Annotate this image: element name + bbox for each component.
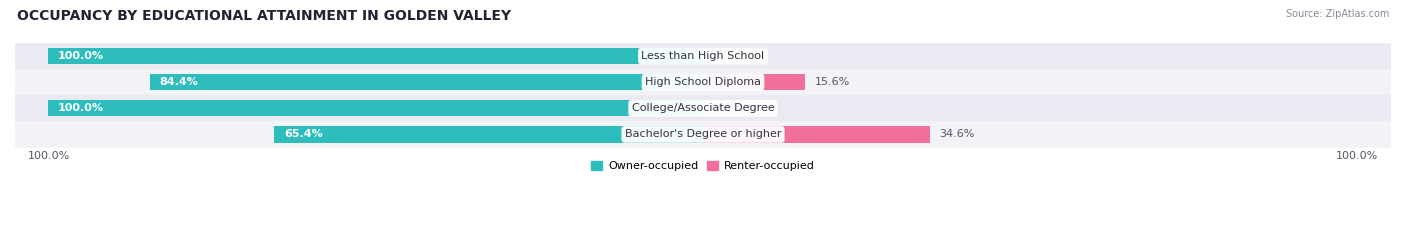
- Bar: [703, 126, 929, 143]
- Legend: Owner-occupied, Renter-occupied: Owner-occupied, Renter-occupied: [586, 156, 820, 175]
- Bar: [15, 69, 1391, 95]
- Bar: [48, 100, 703, 116]
- Text: OCCUPANCY BY EDUCATIONAL ATTAINMENT IN GOLDEN VALLEY: OCCUPANCY BY EDUCATIONAL ATTAINMENT IN G…: [17, 9, 510, 23]
- Bar: [274, 126, 703, 143]
- Text: Source: ZipAtlas.com: Source: ZipAtlas.com: [1285, 9, 1389, 19]
- Bar: [150, 74, 703, 90]
- Text: 34.6%: 34.6%: [939, 130, 974, 139]
- Text: 15.6%: 15.6%: [815, 77, 851, 87]
- Bar: [15, 95, 1391, 121]
- Bar: [15, 43, 1391, 69]
- Text: Bachelor's Degree or higher: Bachelor's Degree or higher: [624, 130, 782, 139]
- Text: College/Associate Degree: College/Associate Degree: [631, 103, 775, 113]
- Text: 0.0%: 0.0%: [713, 103, 741, 113]
- Text: 100.0%: 100.0%: [28, 151, 70, 161]
- Text: 65.4%: 65.4%: [284, 130, 323, 139]
- Text: 0.0%: 0.0%: [713, 51, 741, 61]
- Text: 100.0%: 100.0%: [58, 103, 104, 113]
- Text: 84.4%: 84.4%: [160, 77, 198, 87]
- Bar: [48, 48, 703, 64]
- Text: High School Diploma: High School Diploma: [645, 77, 761, 87]
- Text: 100.0%: 100.0%: [58, 51, 104, 61]
- Bar: [15, 121, 1391, 147]
- Text: Less than High School: Less than High School: [641, 51, 765, 61]
- Text: 100.0%: 100.0%: [1336, 151, 1378, 161]
- Bar: [703, 74, 806, 90]
